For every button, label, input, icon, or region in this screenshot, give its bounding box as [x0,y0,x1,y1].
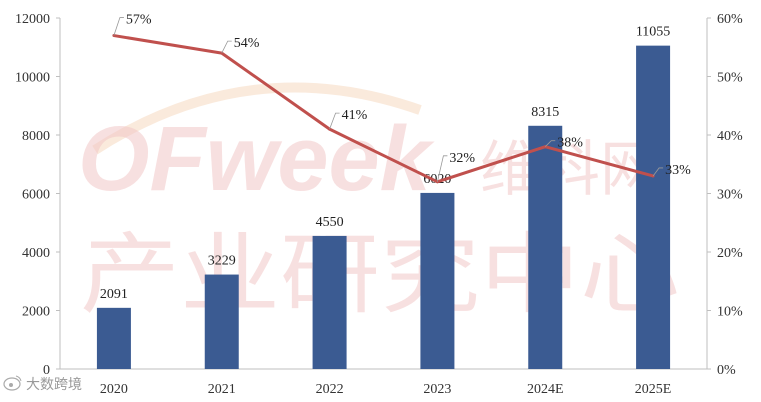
line-label-leader [329,112,340,130]
left-axis-tick-label: 4000 [22,246,50,261]
line-value-label: 54% [234,36,260,51]
right-axis-tick-label: 10% [717,305,743,320]
left-axis-tick-label: 8000 [22,129,50,144]
watermark-swoosh [92,82,422,155]
weibo-icon [3,375,22,391]
x-axis-tick-label: 2020 [100,382,128,397]
line-value-label: 33% [665,163,691,178]
left-axis-tick-label: 12000 [15,12,50,27]
line-value-label: 38% [557,136,583,151]
left-axis-ticks: 0 2000 4000 6000 8000 10000 12000 [15,12,60,378]
x-axis-tick-label: 2024E [527,382,564,397]
bar [420,192,455,369]
x-axis-tick-label: 2021 [208,382,236,397]
x-axis-labels: 2020 2021 2022 2023 2024E 2025E [100,382,671,397]
line-value-label: 57% [126,13,152,28]
left-axis-tick-label: 0 [43,363,50,378]
bar-series [96,45,671,370]
bar-value-label: 6020 [423,172,451,187]
line-value-label: 32% [449,151,475,166]
line-label-leader [113,17,124,36]
bar [204,274,239,369]
bar-value-label: 11055 [636,25,670,40]
source-badge: 大数跨境 [3,375,82,393]
bar [96,307,131,369]
watermark-brand: OFweek [78,108,435,210]
right-axis-tick-label: 30% [717,188,743,203]
bar [528,125,563,369]
bar-value-label: 8315 [531,105,559,120]
bar-value-label: 4550 [316,215,344,230]
line-label-leader [544,140,556,147]
x-axis-tick-label: 2023 [423,382,451,397]
line-label-leader [437,155,448,182]
x-axis-tick-label: 2025E [635,382,672,397]
left-axis-tick-label: 2000 [22,305,50,320]
left-axis-tick-label: 10000 [15,71,50,86]
growth-line [113,34,654,184]
bar-value-labels: 2091 3229 4550 6020 8315 11055 [100,25,670,302]
watermark: OFweek 维科网 产业研究中心 [78,82,680,326]
right-axis-ticks: 0% 10% 20% 30% 40% 50% 60% [707,12,743,378]
source-badge-label: 大数跨境 [26,377,82,393]
watermark-center: 产业研究中心 [80,223,680,326]
right-axis-tick-label: 0% [717,363,736,378]
right-axis-tick-label: 60% [717,12,743,27]
line-label-leader [221,40,232,54]
right-axis-tick-label: 50% [717,71,743,86]
x-axis-tick-label: 2022 [316,382,344,397]
right-axis-tick-label: 40% [717,129,743,144]
right-axis-tick-label: 20% [717,246,743,261]
line-value-label: 41% [342,108,368,123]
line-label-leader [652,167,664,177]
bar-value-label: 2091 [100,287,128,302]
bar [312,235,347,369]
bar [636,45,671,370]
left-axis-tick-label: 6000 [22,188,50,203]
line-value-labels: 57% 54% 41% 32% 38% 33% [113,13,691,182]
bar-value-label: 3229 [208,254,236,269]
